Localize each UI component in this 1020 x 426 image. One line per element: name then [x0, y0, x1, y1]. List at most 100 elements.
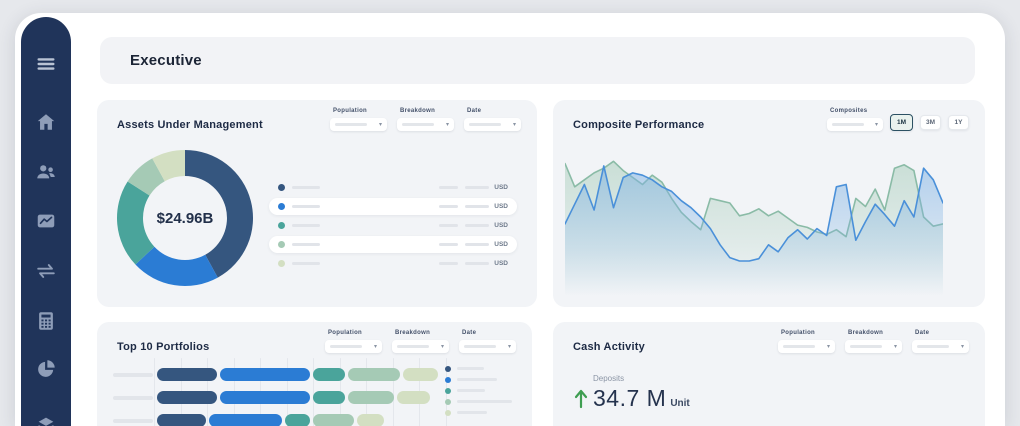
filter-select-breakdown[interactable]: ▾	[845, 340, 902, 353]
redacted-value	[439, 185, 459, 190]
select-placeholder	[850, 345, 882, 348]
legend-dot	[278, 222, 285, 229]
filter-select-date[interactable]: ▾	[464, 118, 521, 131]
filter-group-date: Date ▾	[459, 330, 516, 353]
trend-up-arrow-icon	[574, 389, 588, 409]
composites-select[interactable]: ▾	[827, 118, 883, 131]
card-composite-performance: Composite Performance Composites ▾ 1M 3M 1…	[553, 100, 985, 307]
chevron-down-icon: ▾	[512, 121, 516, 128]
deposits-unit: Unit	[670, 398, 690, 409]
select-placeholder	[335, 123, 367, 126]
card-cash-activity: Cash Activity Population ▾ Breakdown ▾ Date ▾…	[553, 322, 985, 426]
filter-select-breakdown[interactable]: ▾	[392, 340, 449, 353]
aum-legend-row: USD	[269, 217, 517, 234]
donut-segment-2	[135, 246, 218, 287]
redacted-value	[465, 223, 490, 228]
filter-label: Breakdown	[848, 330, 884, 336]
clients-users-icon[interactable]	[35, 161, 57, 183]
filter-select-date[interactable]: ▾	[912, 340, 969, 353]
chevron-down-icon: ▾	[378, 121, 382, 128]
filter-group-breakdown: Breakdown ▾	[397, 108, 454, 131]
page-title: Executive	[130, 52, 202, 69]
aum-donut-chart: $24.96B	[115, 148, 255, 288]
deposits-label: Deposits	[593, 374, 625, 383]
redacted-legend-label	[457, 411, 487, 414]
transfers-arrows-icon[interactable]	[35, 260, 57, 282]
legend-dot	[278, 184, 285, 191]
redacted-value	[439, 242, 459, 247]
stacked-bar-row	[157, 391, 431, 404]
filter-group-population: Population ▾	[778, 330, 835, 353]
bar-segment-4	[348, 391, 395, 404]
redacted-legend-label	[457, 400, 512, 403]
filter-select-date[interactable]: ▾	[459, 340, 516, 353]
filter-group-population: Population ▾	[330, 108, 387, 131]
stacked-bar-row	[157, 414, 384, 426]
bar-segment-3	[312, 368, 346, 381]
aum-total-value: $24.96B	[156, 209, 214, 227]
aum-legend-row: USD	[269, 179, 517, 196]
filter-select-population[interactable]: ▾	[330, 118, 387, 131]
chevron-down-icon: ▾	[893, 343, 897, 350]
select-placeholder	[402, 123, 434, 126]
chevron-down-icon: ▾	[445, 121, 449, 128]
donut-chart-svg	[117, 150, 254, 287]
select-placeholder	[469, 123, 501, 126]
filter-group-date: Date ▾	[464, 108, 521, 131]
bar-segment-5	[402, 368, 439, 381]
holdings-layers-icon[interactable]	[35, 414, 57, 426]
redacted-label	[292, 185, 320, 190]
chevron-down-icon: ▾	[874, 121, 878, 128]
select-placeholder	[783, 345, 815, 348]
filter-select-breakdown[interactable]: ▾	[397, 118, 454, 131]
bar-segment-4	[348, 368, 400, 381]
redacted-label	[292, 204, 320, 209]
bar-segment-5	[356, 414, 384, 426]
range-button-1m[interactable]: 1M	[890, 114, 913, 131]
redacted-row-label	[113, 418, 153, 423]
allocation-pie-icon[interactable]	[35, 358, 57, 380]
bar-segment-3	[285, 414, 310, 426]
range-button-1y[interactable]: 1Y	[948, 115, 969, 130]
currency-label: USD	[494, 184, 508, 191]
card-title: Composite Performance	[573, 119, 705, 131]
filter-group-population: Population ▾	[325, 330, 382, 353]
bar-segment-1	[157, 391, 217, 404]
app-container: Executive Assets Under Management Popula…	[15, 13, 1005, 426]
legend-row	[445, 374, 512, 385]
filter-label: Population	[328, 330, 362, 336]
aum-legend-row: USD	[269, 236, 517, 253]
redacted-row-label	[113, 372, 153, 377]
redacted-value	[465, 261, 490, 266]
legend-dot	[445, 376, 451, 383]
calculator-icon[interactable]	[35, 310, 57, 332]
hamburger-menu-icon[interactable]	[34, 53, 58, 75]
chevron-down-icon: ▾	[440, 343, 444, 350]
home-icon[interactable]	[35, 111, 57, 133]
select-placeholder	[917, 345, 949, 348]
filter-label: Population	[781, 330, 815, 336]
filter-label: Breakdown	[395, 330, 431, 336]
legend-row	[445, 385, 512, 396]
range-button-3m[interactable]: 3M	[920, 115, 941, 130]
legend-dot	[445, 398, 451, 405]
portfolio-chart-icon[interactable]	[35, 210, 57, 232]
redacted-legend-label	[457, 378, 497, 381]
filter-group-breakdown: Breakdown ▾	[845, 330, 902, 353]
gridline	[313, 358, 314, 426]
legend-row	[445, 396, 512, 407]
filter-group-composites: Composites ▾	[827, 108, 883, 131]
filter-select-population[interactable]: ▾	[325, 340, 382, 353]
legend-row	[445, 407, 512, 418]
donut-segment-1	[185, 150, 254, 278]
legend-dot	[278, 241, 285, 248]
aum-legend-row: USD	[269, 198, 517, 215]
filter-label: Composites	[830, 108, 868, 114]
redacted-legend-label	[457, 389, 485, 392]
composite-green-line	[565, 160, 943, 238]
filter-select-population[interactable]: ▾	[778, 340, 835, 353]
select-placeholder	[464, 345, 496, 348]
sidebar-navigation	[21, 17, 71, 426]
card-title: Top 10 Portfolios	[117, 341, 210, 353]
card-title: Cash Activity	[573, 341, 645, 353]
